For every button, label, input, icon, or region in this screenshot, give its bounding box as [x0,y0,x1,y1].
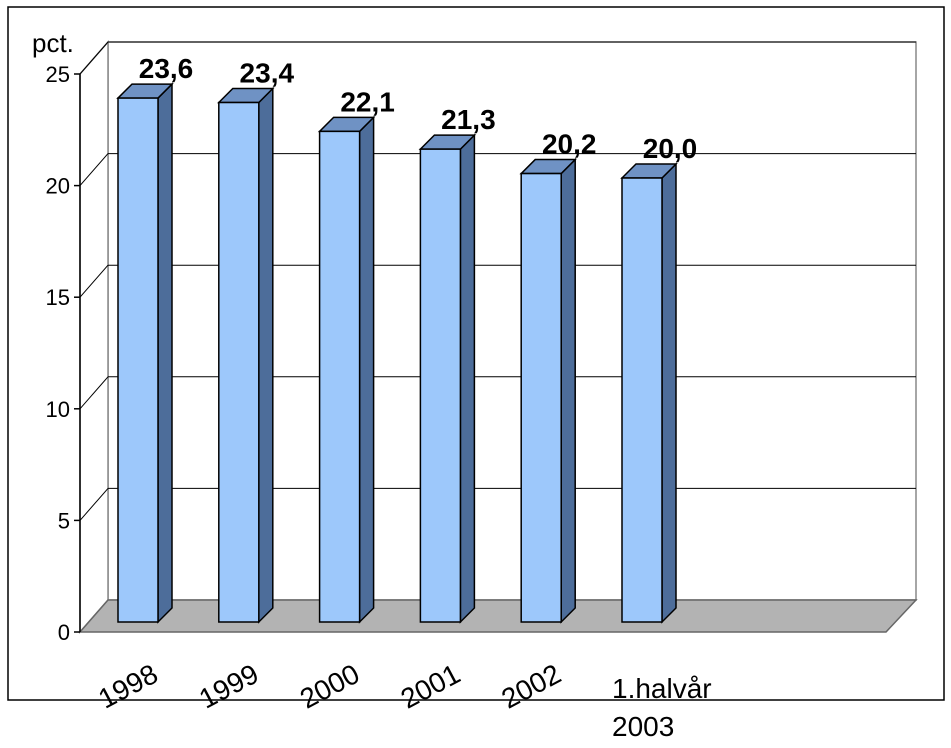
data-label: 22,1 [340,86,395,117]
bar [317,115,376,624]
side-wall [79,40,109,634]
y-axis-label: pct. [32,28,74,58]
grid-line [79,264,109,298]
y-tick-label: 10 [46,397,70,422]
grid-line [79,488,109,521]
bar-front [117,97,159,623]
bar-front [218,101,260,623]
x-tick-label: 2000 [295,658,365,715]
bar-front [621,177,663,623]
y-tick-label: 25 [46,62,70,87]
y-tick-label: 0 [58,620,70,645]
bar-front [419,148,462,623]
chart-frame [7,6,945,701]
data-label: 23,6 [139,53,194,84]
y-tick-label: 15 [46,285,70,310]
x-tick-label: 2001 [396,658,466,715]
grid-line [79,376,109,410]
bar-side [459,133,476,624]
bar-side [157,82,173,624]
bar [519,157,578,624]
bar-side [358,115,375,624]
data-label: 20,2 [542,129,597,160]
data-label: 21,3 [441,104,496,135]
bar [116,82,174,624]
bar [418,133,477,624]
grid-line [79,41,109,75]
data-label: 20,0 [643,133,698,164]
bar-side [258,86,274,624]
grid-line [79,153,109,186]
bar-side [560,157,576,624]
y-tick-label: 20 [46,174,70,199]
x-tick-label: 1998 [93,658,163,715]
x-tick-label: 2002 [496,658,566,715]
data-label: 23,4 [240,58,295,89]
bar [620,162,678,624]
floor [78,599,918,633]
y-tick-label: 5 [58,508,70,533]
bar [216,86,275,624]
bar-side [661,162,677,624]
x-tick-label: 1999 [194,658,264,715]
bar-front [520,172,562,623]
x-tick-label: 1.halvår 2003 [612,673,712,742]
bar-front [318,130,361,623]
